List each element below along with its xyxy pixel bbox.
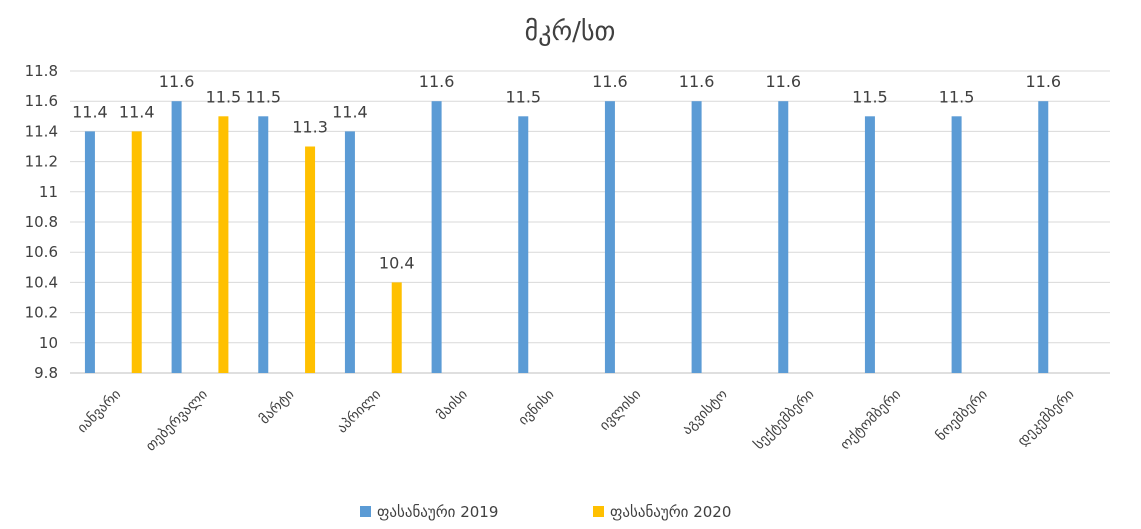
x-category-label: დეკემბერი [1014,386,1078,450]
y-tick-label: 11.2 [25,153,58,171]
x-category-label: სექტემბერი [750,386,817,453]
bar-series-1 [84,131,95,373]
chart-title: მკრ/სთ [525,17,616,47]
data-label: 11.4 [72,102,108,121]
data-label: 11.6 [679,72,715,91]
y-axis-ticks: 9.8 10 10.2 10.4 10.6 10.8 11 11.2 11.4 11.6 11.8 [25,62,58,382]
bar-series-1 [951,116,962,374]
data-label: 11.6 [592,72,628,91]
bar-series-1 [864,116,875,374]
bar-series-1 [518,116,529,374]
bar-series-2 [391,282,402,373]
data-label: 11.6 [1025,72,1061,91]
x-category-label: აგვისტო [679,387,731,439]
bar-series-1 [344,131,355,373]
data-label: 11.5 [245,87,281,106]
data-label: 11.5 [852,87,888,106]
x-category-label: ნოემბერი [932,386,990,444]
legend-label: ფასანაური 2019 [377,503,498,521]
legend-swatch-series-2 [593,506,604,517]
x-category-label: აპრილი [333,386,384,437]
bar-series-1 [431,101,442,373]
data-label: 11.5 [939,87,975,106]
bars [84,101,1049,374]
bar-series-2 [218,116,229,374]
y-tick-label: 10.2 [25,304,58,322]
data-label: 11.4 [119,102,155,121]
y-tick-label: 10.6 [25,243,58,261]
bar-series-2 [305,146,316,373]
data-label: 10.4 [379,253,415,272]
bar-series-1 [604,101,615,373]
y-tick-label: 11.8 [25,62,58,80]
data-label: 11.6 [419,72,455,91]
y-tick-label: 11 [39,183,58,201]
y-tick-label: 10 [39,334,58,352]
y-tick-label: 9.8 [34,364,58,382]
bar-series-1 [171,101,182,373]
legend: ფასანაური 2019 ფასანაური 2020 [360,503,731,521]
y-tick-label: 10.8 [25,213,58,231]
x-axis-categories: იანვარი თებერვალი მარტი აპრილი მაისი ივნისი ივ… [74,386,1078,455]
data-label: 11.6 [159,72,195,91]
gridlines [70,70,1110,374]
y-tick-label: 11.4 [25,122,58,140]
data-labels: 11.411.611.511.411.611.511.6 11.6 11.611.5… [72,72,1061,272]
data-label: 11.5 [206,87,242,106]
x-category-label: ივნისი [515,387,557,429]
bar-series-1 [778,101,789,373]
data-label: 11.6 [765,72,801,91]
x-category-label: თებერვალი [142,386,211,455]
x-category-label: იანვარი [74,386,124,436]
bar-series-1 [258,116,269,374]
data-label: 11.3 [292,118,328,137]
y-tick-label: 10.4 [25,273,58,291]
y-tick-label: 11.6 [25,92,58,110]
x-category-label: ოქტომბერი [837,386,904,453]
bar-series-1 [1038,101,1049,373]
x-category-label: მაისი [434,387,471,424]
x-category-label: მარტი [256,386,298,428]
bar-series-2 [131,131,142,373]
x-category-label: ივლისი [597,387,644,434]
legend-swatch-series-1 [360,506,371,517]
bar-series-1 [691,101,702,373]
data-label: 11.5 [505,87,541,106]
data-label: 11.4 [332,102,368,121]
legend-label: ფასანაური 2020 [610,503,731,521]
